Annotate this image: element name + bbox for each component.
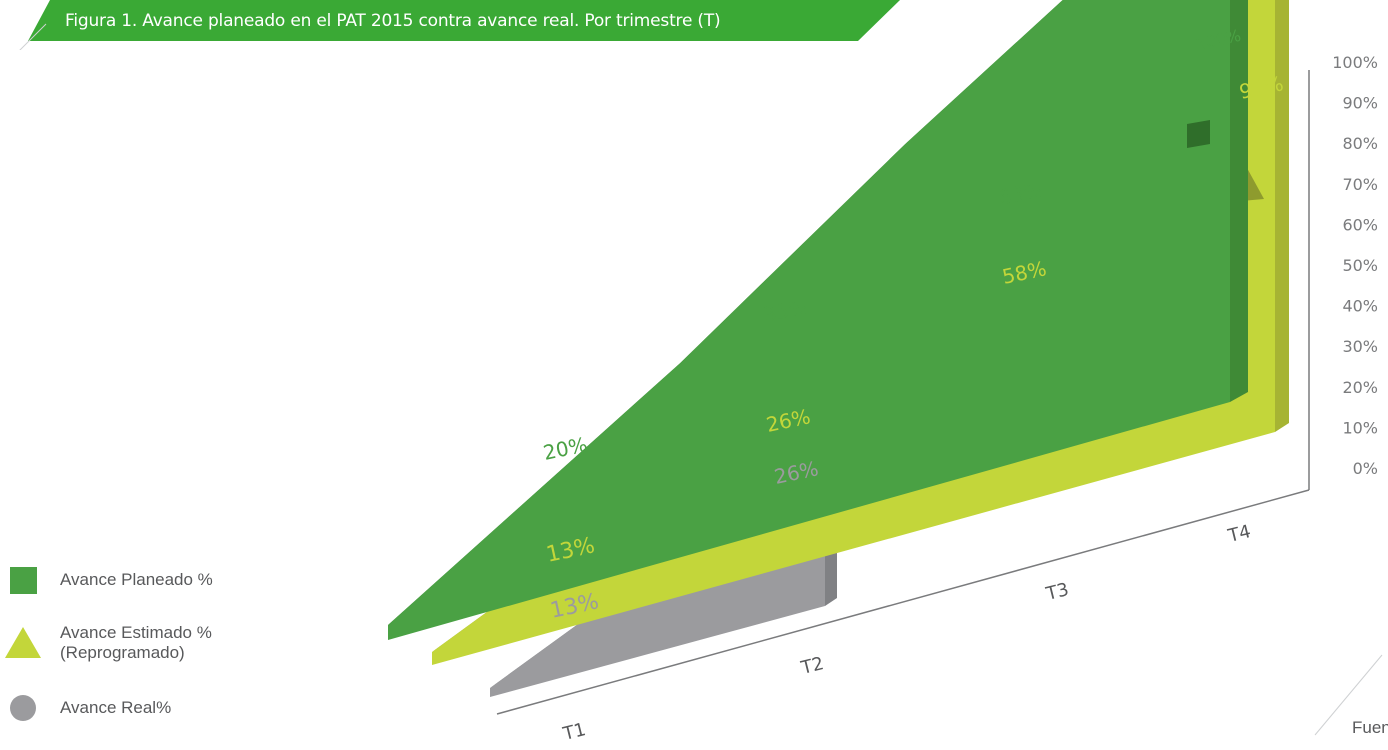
series-planeado-square-marker [1187,120,1210,148]
y-tick-100: 100% [1332,53,1378,72]
y-tick-90: 90% [1342,94,1378,113]
series-planeado-area [388,0,1230,640]
series-planeado-group [388,0,1248,640]
circle-icon [10,695,36,721]
figure-title: Figura 1. Avance planeado en el PAT 2015… [65,11,721,31]
y-tick-80: 80% [1342,134,1378,153]
source-note-fragment: Fuent [1352,718,1388,737]
legend-label-estimado: Avance Estimado % [60,623,212,642]
legend-label-estimado-note: (Reprogramado) [60,643,185,662]
legend-label-real: Avance Real% [60,698,172,717]
y-tick-10: 10% [1342,418,1378,437]
y-tick-60: 60% [1342,215,1378,234]
triangle-icon [5,627,41,658]
y-tick-0: 0% [1353,459,1378,478]
decorative-corner-line [1314,654,1383,736]
header-banner-shape [28,0,900,41]
x-tick-t2: T2 [798,653,826,679]
x-tick-t1: T1 [560,719,588,745]
legend: Avance Planeado % Avance Estimado % (Rep… [0,555,300,735]
header-accent-line [19,23,47,50]
y-tick-70: 70% [1342,175,1378,194]
y-tick-40: 40% [1342,297,1378,316]
x-tick-t3: T3 [1043,579,1071,605]
series-planeado-end-cap [1230,0,1248,402]
legend-label-planeado: Avance Planeado % [60,570,213,589]
square-icon [10,567,37,594]
y-tick-20: 20% [1342,378,1378,397]
header-banner [19,0,900,50]
series-estimado-end-cap [1275,0,1289,432]
y-tick-50: 50% [1342,256,1378,275]
axes-group [496,70,1383,736]
y-tick-labels: 100% 90% 80% 70% 60% 50% 40% 30% 20% 10% 0% [1332,53,1378,478]
x-axis-line [496,489,1310,715]
y-tick-30: 30% [1342,337,1378,356]
x-tick-t4: T4 [1225,521,1253,547]
